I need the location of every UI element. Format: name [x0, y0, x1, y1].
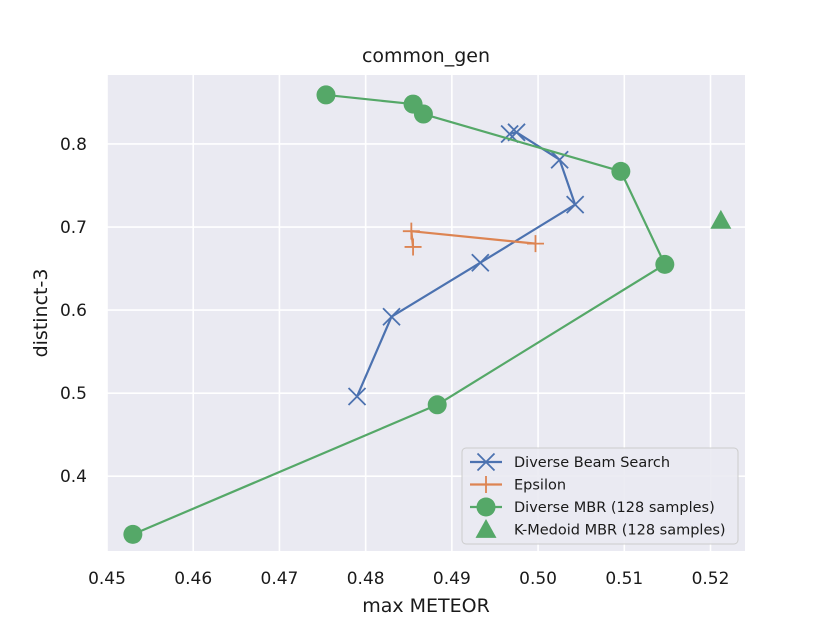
legend-label: K-Medoid MBR (128 samples)	[514, 523, 726, 539]
data-point	[382, 307, 401, 326]
x-tick-label: 0.46	[174, 569, 212, 589]
series-3	[710, 209, 732, 229]
legend-item: Diverse Beam Search	[470, 452, 670, 472]
y-tick-label: 0.7	[60, 218, 87, 238]
y-tick-label: 0.5	[60, 384, 87, 404]
x-tick-labels: 0.45 0.46 0.47 0.48 0.49 0.50 0.51 0.52	[88, 569, 729, 589]
data-point	[507, 123, 526, 142]
data-point	[123, 524, 143, 544]
data-point	[347, 387, 367, 406]
x-tick-label: 0.45	[88, 569, 126, 589]
legend: Diverse Beam Search Epsilon Diverse MBR (1…	[461, 447, 739, 545]
x-tick-label: 0.47	[261, 569, 299, 589]
x-axis-label: max METEOR	[362, 595, 490, 617]
data-point	[611, 161, 631, 181]
legend-marker	[476, 452, 496, 472]
data-point	[655, 254, 675, 274]
data-point	[710, 209, 732, 229]
y-tick-labels: 0.4 0.5 0.6 0.7 0.8	[60, 135, 87, 487]
x-tick-label: 0.50	[519, 569, 557, 589]
x-tick-label: 0.49	[433, 569, 471, 589]
gridlines	[106, 75, 745, 551]
data-point	[550, 150, 569, 169]
x-tick-label: 0.52	[692, 569, 730, 589]
legend-item: Diverse MBR (128 samples)	[470, 497, 715, 517]
y-axis-label: distinct-3	[30, 269, 52, 358]
legend-marker	[477, 476, 495, 493]
data-point	[403, 94, 423, 114]
legend-label: Diverse MBR (128 samples)	[514, 500, 715, 516]
data-point	[404, 238, 422, 256]
legend-label: Diverse Beam Search	[514, 455, 670, 471]
data-point	[427, 395, 447, 415]
data-point	[402, 222, 420, 240]
y-tick-label: 0.8	[60, 135, 87, 155]
series-1	[402, 222, 544, 256]
legend-item: K-Medoid MBR (128 samples)	[475, 519, 726, 539]
series-layer	[123, 85, 732, 544]
data-point	[471, 253, 490, 272]
x-tick-label: 0.48	[347, 569, 385, 589]
legend-item: Epsilon	[470, 476, 566, 494]
data-point	[566, 195, 585, 214]
legend-label: Epsilon	[514, 478, 566, 494]
data-point	[316, 85, 336, 105]
legend-marker	[475, 519, 497, 538]
chart-title: common_gen	[362, 45, 490, 67]
legend-marker	[476, 497, 496, 517]
y-tick-label: 0.4	[60, 467, 87, 487]
legend-box	[461, 447, 739, 545]
series-0	[347, 123, 585, 406]
x-tick-label: 0.51	[605, 569, 643, 589]
data-point	[526, 235, 544, 253]
series-2	[123, 85, 675, 544]
y-tick-label: 0.6	[60, 301, 87, 321]
